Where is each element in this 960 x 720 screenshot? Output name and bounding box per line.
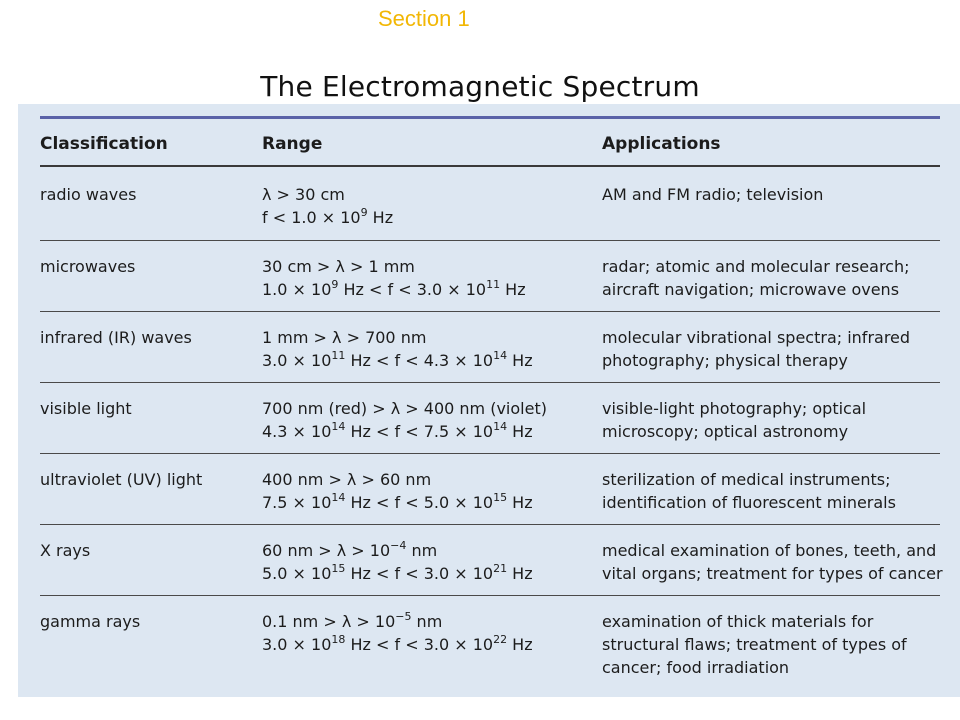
range-cell-line: 60 nm > λ > 10−4 nm [262, 538, 438, 560]
range-cell: λ > 30 cm f < 1.0 × 109 Hz [262, 183, 393, 229]
range-cell: 30 cm > λ > 1 mm 1.0 × 109 Hz < f < 3.0 ×… [262, 255, 526, 301]
applications-cell: medical examination of bones, teeth, and… [602, 539, 943, 585]
applications-cell-line: AM and FM radio; television [602, 185, 824, 204]
range-cell-line: λ > 30 cm [262, 185, 345, 204]
column-header-range: Range [262, 134, 323, 154]
range-cell-line: 30 cm > λ > 1 mm [262, 257, 415, 276]
applications-cell-line: sterilization of medical instruments; [602, 470, 891, 489]
range-cell-line: 3.0 × 1011 Hz < f < 4.3 × 1014 Hz [262, 348, 533, 370]
section-label: Section 1 [378, 6, 470, 31]
range-cell-line: 3.0 × 1018 Hz < f < 3.0 × 1022 Hz [262, 632, 533, 654]
column-header-applications: Applications [602, 134, 721, 154]
row-divider [40, 524, 940, 525]
range-cell-line: f < 1.0 × 109 Hz [262, 205, 394, 227]
classification-cell: X rays [40, 541, 91, 560]
range-cell: 700 nm (red) > λ > 400 nm (violet) 4.3 × … [262, 397, 547, 443]
classification-cell: radio waves [40, 185, 137, 204]
row-divider [40, 595, 940, 596]
applications-cell: examination of thick materials for struct… [602, 610, 907, 679]
range-cell: 400 nm > λ > 60 nm 7.5 × 1014 Hz < f < 5.… [262, 468, 533, 514]
classification-cell: visible light [40, 399, 132, 418]
applications-cell: AM and FM radio; television [602, 183, 823, 206]
range-cell: 60 nm > λ > 10−4 nm 5.0 × 1015 Hz < f < 3… [262, 539, 533, 585]
range-cell-line: 0.1 nm > λ > 10−5 nm [262, 609, 443, 631]
column-header-classification: Classification [40, 134, 168, 154]
applications-cell-line: medical examination of bones, teeth, and [602, 541, 937, 560]
range-cell-line: 1 mm > λ > 700 nm [262, 328, 427, 347]
applications-cell-line: photography; physical therapy [602, 351, 848, 370]
applications-cell-line: cancer; food irradiation [602, 658, 790, 677]
range-cell-line: 5.0 × 1015 Hz < f < 3.0 × 1021 Hz [262, 561, 533, 583]
applications-cell-line: vital organs; treatment for types of can… [602, 564, 943, 583]
classification-cell: ultraviolet (UV) light [40, 470, 203, 489]
row-divider [40, 240, 940, 241]
classification-cell: microwaves [40, 257, 136, 276]
applications-cell-line: examination of thick materials for [602, 612, 874, 631]
row-divider [40, 311, 940, 312]
range-cell: 0.1 nm > λ > 10−5 nm 3.0 × 1018 Hz < f < … [262, 610, 533, 656]
range-cell-line: 4.3 × 1014 Hz < f < 7.5 × 1014 Hz [262, 419, 533, 441]
applications-cell-line: structural flaws; treatment of types of [602, 635, 907, 654]
applications-cell-line: visible-light photography; optical [602, 399, 867, 418]
row-divider [40, 453, 940, 454]
slide-title: The Electromagnetic Spectrum [260, 70, 700, 103]
range-cell-line: 400 nm > λ > 60 nm [262, 470, 432, 489]
applications-cell-line: aircraft navigation; microwave ovens [602, 280, 900, 299]
applications-cell-line: identification of fluorescent minerals [602, 493, 896, 512]
applications-cell-line: molecular vibrational spectra; infrared [602, 328, 911, 347]
range-cell-line: 1.0 × 109 Hz < f < 3.0 × 1011 Hz [262, 277, 526, 299]
range-cell-line: 7.5 × 1014 Hz < f < 5.0 × 1015 Hz [262, 490, 533, 512]
applications-cell-line: radar; atomic and molecular research; [602, 257, 910, 276]
applications-cell: molecular vibrational spectra; infrared p… [602, 326, 910, 372]
range-cell-line: 700 nm (red) > λ > 400 nm (violet) [262, 399, 547, 418]
range-cell: 1 mm > λ > 700 nm 3.0 × 1011 Hz < f < 4.3… [262, 326, 533, 372]
spectrum-table-panel [18, 104, 960, 697]
classification-cell: infrared (IR) waves [40, 328, 192, 347]
applications-cell: visible-light photography; optical micros… [602, 397, 866, 443]
header-rule [40, 165, 940, 167]
applications-cell-line: microscopy; optical astronomy [602, 422, 849, 441]
row-divider [40, 382, 940, 383]
applications-cell: sterilization of medical instruments; ide… [602, 468, 896, 514]
classification-cell: gamma rays [40, 612, 141, 631]
applications-cell: radar; atomic and molecular research; air… [602, 255, 910, 301]
table-top-rule [40, 116, 940, 119]
